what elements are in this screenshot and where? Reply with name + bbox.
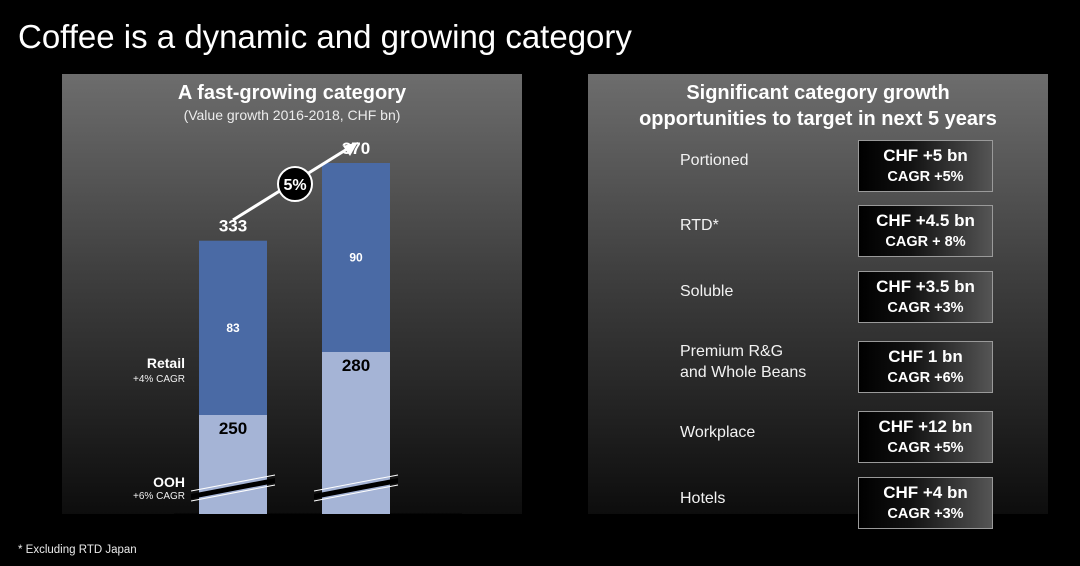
opportunities-title-line2: opportunities to target in next 5 years [639, 108, 997, 130]
opportunities-title-line1: Significant category growth [686, 82, 950, 104]
axis-break-line [313, 474, 399, 492]
retail-value-2016: 83 [226, 321, 240, 335]
row-value-rtd: CHF +4.5 bn CAGR + 8% [858, 205, 993, 257]
row-label-premium-rg: Premium R&G [680, 343, 784, 360]
row-label-workplace: Workplace [680, 424, 756, 441]
axis-break-line [190, 474, 276, 492]
page-title: Coffee is a dynamic and growing category [18, 18, 632, 55]
row-cagr-text: CAGR +6% [887, 370, 964, 386]
axis-break-line [313, 484, 399, 502]
chart-title: A fast-growing category [177, 82, 407, 104]
growth-badge-label: 5% [283, 177, 306, 194]
opportunities-panel: Significant category growth opportunitie… [588, 74, 1048, 529]
row-value-portioned: CHF +5 bn CAGR +5% [858, 140, 993, 192]
footnote: * Excluding RTD Japan [18, 544, 137, 556]
row-cagr-text: CAGR +5% [887, 440, 964, 456]
axis-break-band [314, 478, 398, 499]
axis-break-line [190, 484, 276, 502]
row-cagr-text: CAGR +3% [887, 506, 964, 522]
row-value-text: CHF +12 bn [878, 417, 973, 436]
row-cagr-text: CAGR + 8% [885, 234, 966, 250]
row-value-soluble: CHF +3.5 bn CAGR +3% [858, 271, 993, 323]
row-value-text: CHF +5 bn [883, 146, 968, 165]
row-value-text: CHF +4 bn [883, 483, 968, 502]
ooh-value-2018: 280 [342, 356, 370, 375]
row-value-text: CHF +4.5 bn [876, 211, 975, 230]
row-value-hotels: CHF +4 bn CAGR +3% [858, 477, 993, 529]
row-cagr-text: CAGR +5% [887, 169, 964, 185]
growth-badge [277, 166, 313, 202]
legend-retail-label: Retail [147, 355, 185, 371]
row-label-soluble: Soluble [680, 283, 734, 300]
ooh-value-2016: 250 [219, 419, 247, 438]
row-value-premium-rg: CHF 1 bn CAGR +6% [858, 341, 993, 393]
legend-retail-note: +4% CAGR [133, 374, 185, 385]
row-label-portioned: Portioned [680, 152, 749, 169]
total-label-2016: 333 [219, 217, 247, 236]
axis-break-2018 [313, 474, 399, 502]
stacked-bar-chart: 83 250 333 2016 90 280 370 2018 Retail +… [133, 139, 462, 539]
legend-ooh-note: +6% CAGR [133, 491, 185, 502]
bar-retail-2016 [199, 240, 267, 415]
row-value-text: CHF 1 bn [888, 347, 963, 366]
row-cagr-text: CAGR +3% [887, 300, 964, 316]
chart-subtitle: (Value growth 2016-2018, CHF bn) [183, 107, 401, 123]
row-label-hotels: Hotels [680, 490, 726, 507]
axis-break-band [191, 478, 275, 499]
bar-retail-2018 [322, 163, 390, 352]
row-label-premium-rg-line2: and Whole Beans [680, 364, 807, 381]
category-growth-panel: A fast-growing category (Value growth 20… [62, 74, 522, 539]
row-value-text: CHF +3.5 bn [876, 277, 975, 296]
row-label-rtd: RTD* [680, 217, 719, 234]
growth-arrowhead-icon [343, 142, 358, 156]
axis-break-2016 [190, 474, 276, 502]
row-value-workplace: CHF +12 bn CAGR +5% [858, 411, 993, 463]
retail-value-2018: 90 [349, 251, 363, 265]
legend-ooh-label: OOH [153, 474, 185, 490]
